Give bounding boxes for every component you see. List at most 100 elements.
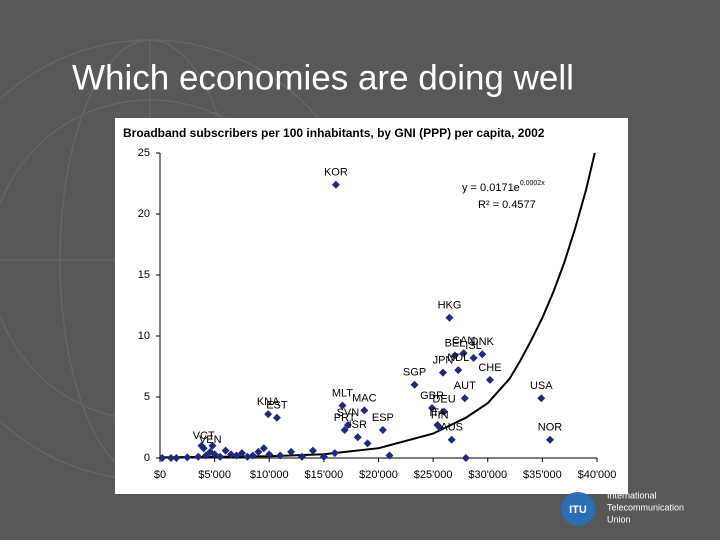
chart-panel — [115, 118, 628, 494]
x-tick-label: $15'000 — [304, 469, 343, 481]
point — [360, 406, 369, 415]
itu-logo: ITU — [561, 492, 595, 526]
point — [478, 350, 487, 359]
point-label: JPN — [433, 355, 454, 367]
point-label: FIN — [431, 409, 449, 421]
equation-exponent: 0.0002x — [520, 180, 545, 187]
point — [537, 394, 546, 403]
point — [194, 452, 203, 461]
y-tick-label: 5 — [144, 391, 150, 403]
point-label: GBR — [420, 390, 444, 402]
point-label: KOR — [324, 167, 348, 179]
point-label: CAN — [452, 335, 475, 347]
point — [428, 403, 437, 412]
point — [276, 451, 285, 460]
point — [265, 450, 274, 459]
point-label: VEN — [199, 434, 222, 446]
point-label: PRT — [334, 412, 356, 424]
point-label: USA — [530, 380, 553, 392]
point — [410, 380, 419, 389]
point — [353, 433, 362, 442]
point — [450, 351, 459, 360]
point-label: NDL — [447, 352, 469, 364]
point — [343, 421, 352, 430]
x-tick-label: $0 — [154, 469, 166, 481]
point — [454, 366, 463, 375]
point — [259, 444, 268, 453]
point-label: DEU — [432, 394, 455, 406]
footer-text: Union — [607, 514, 631, 524]
point — [197, 441, 206, 450]
point — [440, 407, 449, 416]
point-label: ESP — [372, 412, 394, 424]
point — [201, 451, 210, 460]
point-label: AUS — [440, 422, 463, 434]
point — [469, 353, 478, 362]
footer-text: International — [607, 490, 657, 500]
point — [378, 425, 387, 434]
x-tick-label: $5'000 — [198, 469, 231, 481]
point — [243, 452, 252, 461]
trend-line — [159, 152, 596, 459]
point — [319, 452, 328, 461]
point-label: HKG — [438, 300, 462, 312]
point — [338, 401, 347, 410]
x-tick-label: $10'000 — [250, 469, 289, 481]
x-tick-label: $40'000 — [578, 469, 617, 481]
point — [227, 450, 236, 459]
point — [546, 435, 555, 444]
point-label: AUT — [454, 380, 476, 392]
x-tick-label: $35'000 — [523, 469, 562, 481]
point — [438, 368, 447, 377]
r-squared: R² = 0.4577 — [478, 199, 536, 211]
y-tick-label: 15 — [138, 269, 150, 281]
x-tick-label: $30'000 — [468, 469, 507, 481]
point — [172, 454, 181, 462]
point — [264, 410, 273, 419]
point — [460, 394, 469, 403]
point — [183, 453, 192, 462]
point-label: NOR — [538, 422, 563, 434]
point-label: EST — [266, 400, 288, 412]
point — [485, 375, 494, 384]
equation: y = 0.0171e0.0002x — [462, 180, 545, 194]
point — [331, 180, 340, 189]
point — [248, 451, 257, 460]
y-tick-label: 0 — [144, 452, 150, 464]
point-label: CHE — [478, 362, 501, 374]
point-label: KNA — [257, 396, 280, 408]
point — [216, 452, 225, 461]
y-tick-label: 10 — [138, 330, 150, 342]
point — [385, 451, 394, 460]
point — [254, 447, 263, 456]
equation-base: y = 0.0171e — [462, 182, 520, 194]
point-label: SGP — [403, 367, 426, 379]
x-tick-label: $25'000 — [414, 469, 453, 481]
point — [272, 413, 281, 422]
point — [459, 349, 468, 358]
point-label: ISR — [349, 419, 367, 431]
point — [308, 446, 317, 455]
y-tick-label: 20 — [138, 208, 150, 220]
slide-title: Which economies are doing well — [72, 58, 574, 97]
point — [445, 313, 454, 322]
point — [435, 423, 444, 432]
point — [340, 425, 349, 434]
chart-title: Broadband subscribers per 100 inhabitant… — [123, 126, 545, 140]
point-label: SVN — [337, 407, 360, 419]
point — [287, 447, 296, 456]
point — [166, 454, 175, 462]
point-label: ISL — [465, 340, 482, 352]
point — [461, 454, 470, 462]
point — [363, 439, 372, 448]
footer-text: Telecommunication — [607, 502, 684, 512]
point-label: VCT — [193, 430, 215, 442]
point-label: DNK — [471, 336, 495, 348]
point — [298, 452, 307, 461]
x-tick-label: $20'000 — [359, 469, 398, 481]
point-label: ITA — [429, 407, 446, 419]
point — [237, 449, 246, 458]
point-label: MLT — [332, 387, 353, 399]
point — [208, 441, 217, 450]
